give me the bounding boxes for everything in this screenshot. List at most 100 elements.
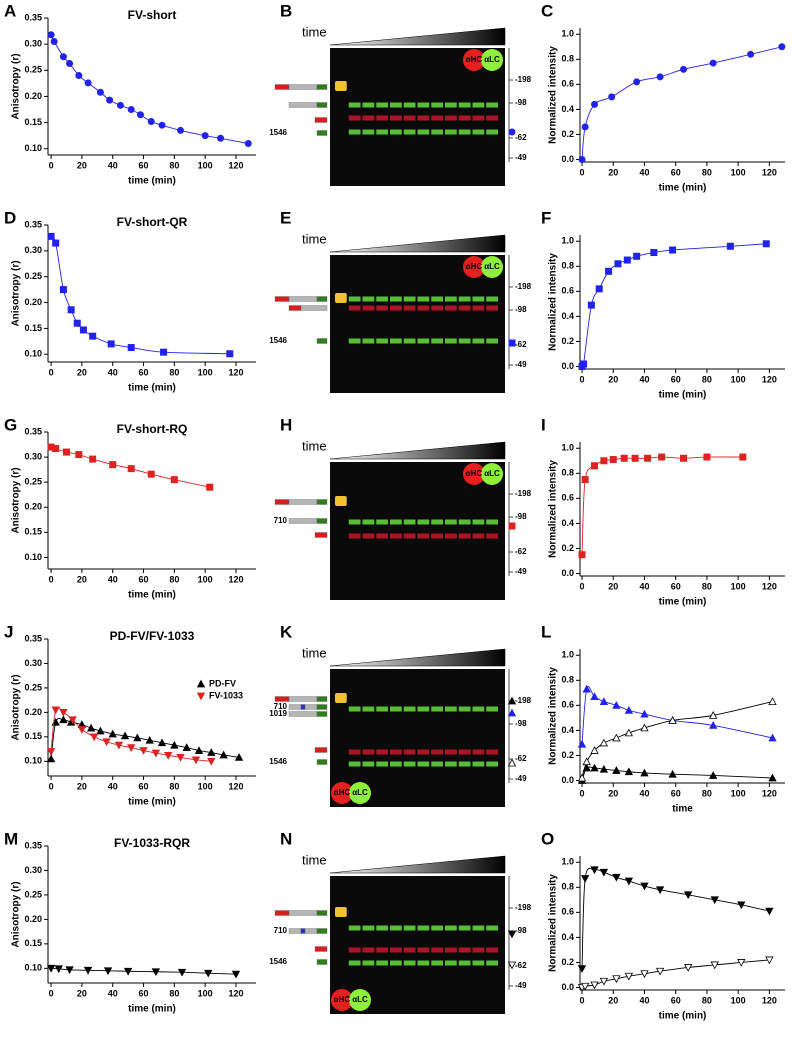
gel-band-green <box>390 960 402 966</box>
data-point <box>624 706 634 714</box>
data-point <box>116 101 124 109</box>
gel-band-green <box>417 960 430 966</box>
y-tick-label: 0.35 <box>24 219 42 229</box>
antibody-label: αLC <box>484 262 500 271</box>
antibody-label: αHC <box>466 55 483 64</box>
y-tick-label: 0.20 <box>24 914 42 924</box>
gel-band-green <box>362 761 375 767</box>
gel-band-green <box>348 960 361 966</box>
construct-glyph <box>288 928 302 934</box>
gel-band-red <box>472 533 485 539</box>
size-marker: -98 <box>515 926 527 935</box>
gel-band-green <box>403 102 416 108</box>
data-point <box>768 697 777 705</box>
y-tick-label: 0.4 <box>561 518 574 528</box>
gel-band-red <box>403 115 416 121</box>
data-point <box>612 975 621 984</box>
data-point <box>75 72 83 80</box>
data-point <box>108 729 117 738</box>
x-tick-label: 120 <box>762 788 777 798</box>
y-tick-label: 0.0 <box>561 361 574 371</box>
data-point <box>624 728 634 737</box>
data-point <box>599 868 609 877</box>
data-point <box>127 106 135 114</box>
gel-band-red <box>472 947 485 953</box>
y-tick-label: 0.35 <box>24 426 42 436</box>
construct-glyph <box>288 518 318 524</box>
construct-glyph <box>288 704 302 710</box>
fit-curve <box>581 243 767 370</box>
construct-glyph <box>274 499 290 505</box>
gel-band-red <box>362 947 375 953</box>
gel-band-red <box>348 305 361 311</box>
data-point <box>623 256 631 264</box>
fit-curve <box>581 701 773 779</box>
x-tick-label: 40 <box>639 167 649 177</box>
data-point <box>768 773 777 782</box>
data-point <box>201 132 209 140</box>
y-tick-label: 0.15 <box>24 323 42 333</box>
construct-glyph <box>316 130 328 136</box>
gel-band-red <box>445 947 457 953</box>
band-symbol <box>508 522 516 530</box>
gel-band-start <box>335 693 347 703</box>
gel-band-green <box>376 129 388 135</box>
gel-band-green <box>486 102 498 108</box>
size-marker: -62 <box>515 547 527 556</box>
panel-label: N <box>280 829 292 848</box>
construct-glyph <box>274 84 290 90</box>
y-tick-label: 0.15 <box>24 938 42 948</box>
y-tick-label: 0.6 <box>561 286 574 296</box>
panel-label: A <box>4 1 16 20</box>
y-tick-label: 0.0 <box>561 568 574 578</box>
x-tick-label: 60 <box>139 988 149 998</box>
construct-glyph <box>316 696 328 702</box>
size-marker: -62 <box>515 133 527 142</box>
y-tick-label: 0.4 <box>561 104 574 114</box>
gel-band-green <box>472 102 485 108</box>
data-point <box>226 350 234 358</box>
gel-band-red <box>348 115 361 121</box>
x-tick-label: 80 <box>702 995 712 1005</box>
data-point <box>614 260 622 268</box>
construct-glyph <box>300 305 328 311</box>
gel-band-green <box>472 519 485 525</box>
y-tick-label: 1.0 <box>561 443 574 453</box>
data-point <box>590 692 599 700</box>
gel-band-red <box>431 533 443 539</box>
data-point <box>578 155 586 163</box>
data-point <box>50 38 58 46</box>
x-tick-label: 100 <box>731 581 746 591</box>
gel-band-green <box>417 761 430 767</box>
gel-band-green <box>458 102 471 108</box>
gel-band-green <box>403 761 416 767</box>
data-point <box>684 964 693 972</box>
gel-band-green <box>348 706 361 712</box>
x-tick-label: 20 <box>608 788 618 798</box>
data-point <box>709 711 718 719</box>
data-point <box>655 886 665 895</box>
x-tick-label: 20 <box>77 160 87 170</box>
gel-band-red <box>486 947 498 953</box>
construct-glyph <box>316 84 328 90</box>
x-tick-label: 100 <box>198 367 213 377</box>
y-tick-label: 0.20 <box>24 502 42 512</box>
antibody-lc <box>481 49 503 71</box>
gel-band-red <box>431 749 443 755</box>
gel-band-green <box>362 519 375 525</box>
gel-band-green <box>403 519 416 525</box>
data-point <box>164 752 173 760</box>
gel-band-green <box>445 519 457 525</box>
data-point <box>176 754 185 762</box>
data-point <box>599 697 609 705</box>
antibody-label: αHC <box>466 469 483 478</box>
x-tick-label: 120 <box>762 167 777 177</box>
construct-label: 710 <box>274 516 288 525</box>
x-axis-label: time (min) <box>128 797 176 808</box>
time-label: time <box>302 438 327 453</box>
data-point <box>106 96 114 104</box>
x-tick-label: 60 <box>671 995 681 1005</box>
data-point <box>217 134 225 142</box>
gel-band-red <box>445 749 457 755</box>
data-point <box>587 301 595 309</box>
